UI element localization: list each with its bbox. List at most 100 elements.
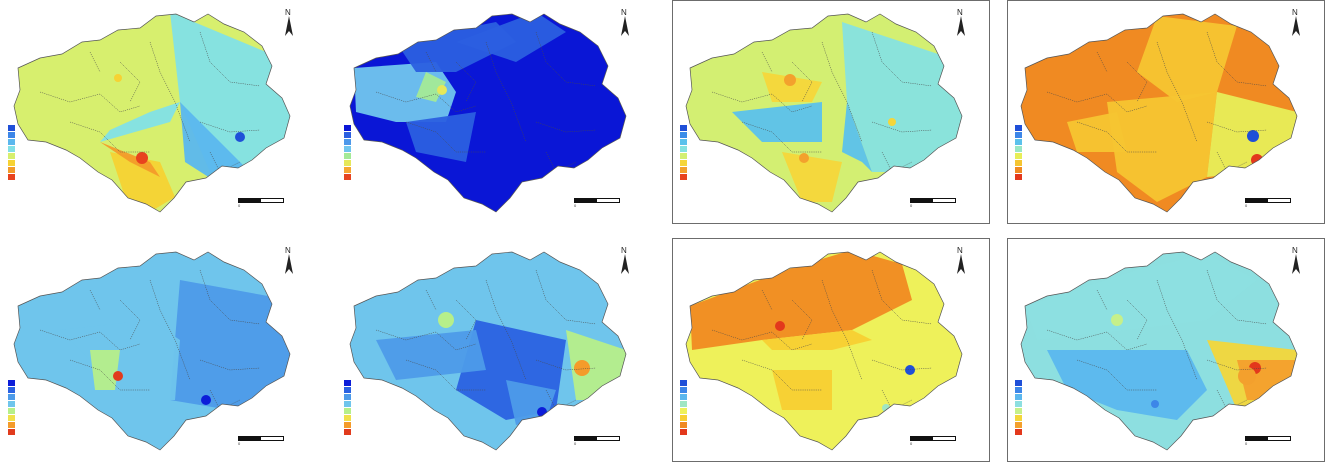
north-arrow-icon: N: [1289, 8, 1303, 38]
county-border: [39, 91, 141, 113]
map-panel-f: N 0: [336, 238, 654, 462]
county-border: [405, 121, 486, 153]
interpolation-zone: [406, 112, 476, 162]
map-panel-g: N 0: [672, 238, 990, 462]
north-arrow-icon: N: [282, 246, 296, 276]
map-canvas: [1020, 251, 1298, 451]
scale-bar: 0: [238, 436, 300, 448]
legend-item: [680, 124, 742, 131]
legend-swatch: [1015, 386, 1022, 393]
legend: [1015, 118, 1077, 180]
county-border: [149, 279, 191, 381]
map-panel-d: N 0: [1007, 0, 1325, 224]
county-border: [535, 31, 597, 87]
interpolation-zone: [690, 252, 912, 350]
north-label: N: [621, 8, 627, 17]
county-border: [741, 359, 822, 391]
legend-swatch: [680, 131, 687, 138]
hotspot: [114, 74, 122, 82]
county-border: [69, 121, 150, 153]
legend-swatch: [8, 428, 15, 435]
map-surface: [1021, 252, 1297, 450]
legend-item: [8, 421, 70, 428]
scale-bar: 0: [574, 436, 636, 448]
legend-item: [8, 407, 70, 414]
legend-item: [344, 428, 406, 435]
hotspot: [1151, 400, 1159, 408]
interpolation-zone: [772, 370, 832, 410]
north-arrow-icon: N: [954, 246, 968, 276]
legend-item: [680, 131, 742, 138]
legend-item: [680, 138, 742, 145]
interpolation-zone: [1047, 350, 1207, 420]
legend-swatch: [1015, 400, 1022, 407]
legend-swatch: [680, 421, 687, 428]
legend-swatch: [8, 407, 15, 414]
county-border: [425, 289, 437, 311]
legend-item: [344, 421, 406, 428]
hotspot: [799, 153, 809, 163]
hotspot: [775, 321, 785, 331]
legend-swatch: [680, 159, 687, 166]
legend-item: [680, 393, 742, 400]
county-border: [711, 329, 813, 351]
hotspot: [574, 360, 590, 376]
county-border: [1096, 51, 1108, 73]
legend-item: [1015, 152, 1077, 159]
hotspot: [201, 395, 211, 405]
legend-item: [680, 414, 742, 421]
county-border: [485, 41, 527, 143]
interpolation-zone: [376, 330, 486, 380]
legend-swatch: [680, 407, 687, 414]
legend-item: [680, 145, 742, 152]
legend-swatch: [344, 407, 351, 414]
legend: [8, 118, 70, 180]
legend-swatch: [344, 152, 351, 159]
hotspot: [437, 85, 447, 95]
study-area-outline: [13, 13, 291, 213]
north-label: N: [285, 246, 291, 255]
county-border: [791, 299, 813, 341]
north-arrow-icon: N: [618, 8, 632, 38]
legend-item: [1015, 379, 1077, 386]
legend-swatch: [344, 138, 351, 145]
county-border: [1046, 91, 1148, 113]
legend-swatch: [8, 173, 15, 180]
county-border: [149, 41, 191, 143]
legend-swatch: [1015, 159, 1022, 166]
legend-swatch: [344, 386, 351, 393]
hotspot: [113, 371, 123, 381]
legend-swatch: [8, 379, 15, 386]
county-border: [119, 299, 141, 341]
county-border: [1076, 121, 1157, 153]
scale-tick: 0: [910, 203, 913, 208]
legend-swatch: [680, 152, 687, 159]
legend-swatch: [8, 400, 15, 407]
legend-item: [1015, 166, 1077, 173]
county-border: [39, 329, 141, 351]
legend-swatch: [1015, 166, 1022, 173]
legend-item: [8, 152, 70, 159]
interpolation-zone: [1025, 254, 1257, 340]
legend-swatch: [1015, 393, 1022, 400]
interpolation-zone: [170, 280, 290, 410]
legend-item: [680, 173, 742, 180]
legend-item: [344, 386, 406, 393]
legend-item: [8, 173, 70, 180]
county-border: [455, 61, 477, 103]
legend-swatch: [8, 124, 15, 131]
legend: [344, 118, 406, 180]
legend-swatch: [1015, 173, 1022, 180]
legend-item: [1015, 428, 1077, 435]
legend-item: [344, 379, 406, 386]
interpolation-zone: [1067, 112, 1127, 152]
legend-item: [1015, 145, 1077, 152]
interpolation-zone: [842, 22, 962, 172]
county-border: [119, 61, 141, 103]
map-panel-a: N 0: [0, 0, 318, 224]
county-border: [871, 121, 933, 133]
legend-item: [1015, 421, 1077, 428]
study-area-outline: [685, 251, 963, 451]
scale-tick: 0: [238, 203, 241, 208]
legend-item: [344, 414, 406, 421]
